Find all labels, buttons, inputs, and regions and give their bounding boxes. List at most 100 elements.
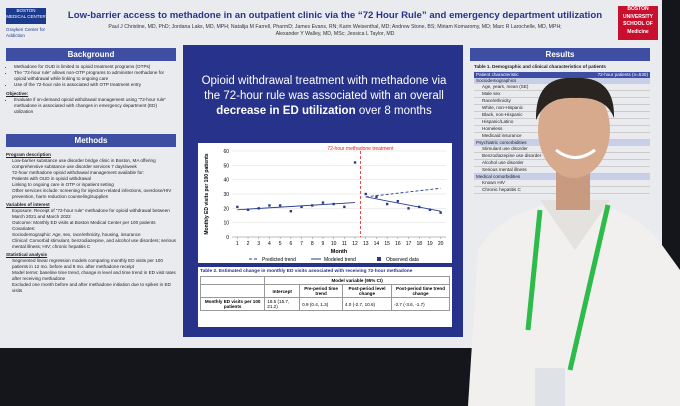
headline-text: over 8 months [358, 105, 432, 117]
cell: -2.7 (-3.6, -1.7) [391, 297, 450, 311]
x-tick-label: 12 [352, 241, 358, 247]
x-tick-label: 19 [427, 241, 433, 247]
bullet-list: Methadone for OUD is limited to opioid t… [6, 64, 176, 88]
point [407, 207, 410, 210]
y-tick-label: 0 [226, 235, 229, 241]
x-tick-label: 9 [322, 241, 325, 247]
cell: Post-period time trend change [391, 284, 450, 298]
point [375, 195, 378, 199]
point [396, 199, 400, 203]
logo-text: BOSTON [627, 6, 649, 12]
cell: 4.0 (-2.7, 10.6) [341, 297, 393, 311]
subheading: Program description [6, 152, 51, 157]
legend-label: Predicted trend [262, 257, 296, 263]
subheading: Statistical analysis [6, 252, 48, 257]
shirt [468, 205, 680, 406]
table-caption: Table 1. Demographic and clinical charac… [474, 64, 606, 69]
method-item: Covariates: [12, 226, 36, 231]
point [428, 208, 432, 211]
method-item: Linking to ongoing care in OTP or inpati… [12, 182, 114, 187]
headline-text: Opioid withdrawal treatment with methado… [201, 75, 447, 102]
bullet: The “72-hour rule” allows non-OTP progra… [14, 70, 176, 82]
point [332, 202, 335, 206]
legend-label: Modeled trend [324, 257, 356, 263]
point [385, 202, 389, 206]
logo-sub: Grayken Center for Addiction [6, 27, 46, 38]
y-tick-label: 10 [223, 221, 229, 227]
table-header: Patient characteristic 72-hour patients (… [474, 72, 650, 78]
section-heading: Methods [6, 134, 176, 147]
x-tick-label: 2 [247, 241, 250, 247]
chart-bg [198, 143, 452, 263]
legend-swatch [377, 257, 381, 261]
method-item: Patients with OUD in opioid withdrawal [12, 176, 91, 181]
x-tick-label: 8 [311, 241, 314, 247]
x-tick-label: 14 [374, 241, 380, 247]
logo-text: Medicine [627, 28, 649, 35]
collar [540, 200, 610, 250]
method-item: Other services include: screening for in… [12, 188, 172, 199]
logo-left: BOSTON MEDICAL CENTER [6, 8, 46, 24]
point [300, 205, 303, 209]
y-tick-label: 30 [223, 192, 229, 198]
point [353, 161, 357, 164]
point [364, 192, 367, 196]
author-line: Paul J Christine, MD, PhD; Jordana Laks,… [108, 24, 562, 30]
x-tick-label: 20 [438, 241, 444, 247]
method-item: Segmented linear regression models compa… [12, 258, 163, 269]
trend-line [365, 196, 441, 212]
table-caption: Table 2. Estimated change in monthly ED … [200, 269, 413, 274]
cell: 0.9 (0.4, 1.3) [299, 297, 343, 311]
x-tick-label: 6 [289, 241, 292, 247]
subheading: Variables of interest [6, 202, 50, 207]
objective-label: Objective: [6, 91, 29, 96]
logo-text: SCHOOL OF [623, 21, 653, 27]
poster-title: Low-barrier access to methadone in an ou… [67, 10, 603, 21]
method-item: Clinical: Comorbid stimulant, benzodiaze… [12, 238, 176, 249]
methods-text: Program description Low-barrier substance… [6, 150, 176, 294]
point [289, 210, 293, 213]
point [311, 204, 314, 207]
logo-text: MEDICAL CENTER [6, 14, 46, 19]
background-text: Methadone for OUD is limited to opioid t… [6, 64, 176, 115]
cell: 18.5 (15.7, 21.2) [264, 297, 301, 311]
point [278, 204, 282, 207]
cell: 72-hour patients (n=530) [597, 72, 648, 77]
point [246, 208, 250, 211]
cell: Monthly ED visits per 100 patients [199, 297, 266, 311]
x-tick-label: 3 [257, 241, 260, 247]
x-tick-label: 1 [236, 241, 239, 247]
hair [535, 77, 615, 120]
bullet: Methadone for OUD is limited to opioid t… [14, 64, 176, 70]
section-heading: Results [470, 48, 650, 61]
bullet: Use of the 72-hour rule is associated wi… [14, 82, 176, 88]
smile [555, 148, 596, 159]
trend-line [365, 187, 441, 198]
y-tick-label: 20 [223, 206, 229, 212]
cell: Patient characteristic [476, 72, 519, 77]
y-tick-label: 50 [223, 163, 229, 169]
x-tick-label: 13 [363, 241, 369, 247]
logo-text: UNIVERSITY [622, 13, 653, 20]
bullet: Evaluate if on-demand opioid withdrawal … [14, 97, 176, 115]
method-item: Low-barrier substance use disorder bridg… [12, 158, 156, 169]
bullet-list: Evaluate if on-demand opioid withdrawal … [6, 97, 176, 115]
point [268, 204, 271, 207]
headline-emphasis: decrease in ED utilization [216, 105, 356, 117]
table-panel: Table 2. Estimated change in monthly ED … [198, 267, 452, 327]
method-item: Exposure: Receipt of “72-hour rule” meth… [12, 208, 170, 219]
authors: Paul J Christine, MD, PhD; Jordana Laks,… [60, 24, 610, 38]
x-tick-label: 4 [268, 241, 271, 247]
y-tick-label: 60 [223, 149, 229, 155]
headline: Opioid withdrawal treatment with methado… [196, 74, 452, 119]
method-item: Sociodemographic: Age, sex, race/ethnici… [12, 232, 141, 237]
x-tick-label: 7 [300, 241, 303, 247]
x-tick-label: 11 [342, 241, 347, 247]
face [538, 82, 610, 178]
point [236, 205, 239, 209]
point [418, 205, 421, 209]
x-tick-label: 5 [279, 241, 282, 247]
x-tick-label: 18 [416, 241, 422, 247]
